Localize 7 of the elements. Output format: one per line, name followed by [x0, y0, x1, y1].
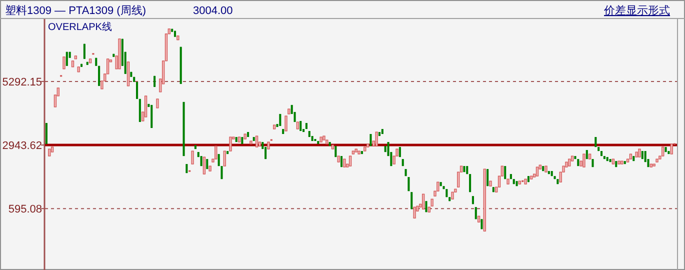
chart-subtitle: OVERLAPK线: [48, 21, 112, 33]
annotation: 3004.00: [193, 5, 233, 17]
y-tick-label: 2943.62: [2, 140, 42, 152]
y-tick-label: 595.08: [8, 204, 42, 216]
annotation: 价差显示形式: [604, 5, 670, 17]
y-tick-label: 5292.15: [2, 76, 42, 88]
title: 塑料1309 — PTA1309 (周线): [5, 5, 146, 17]
